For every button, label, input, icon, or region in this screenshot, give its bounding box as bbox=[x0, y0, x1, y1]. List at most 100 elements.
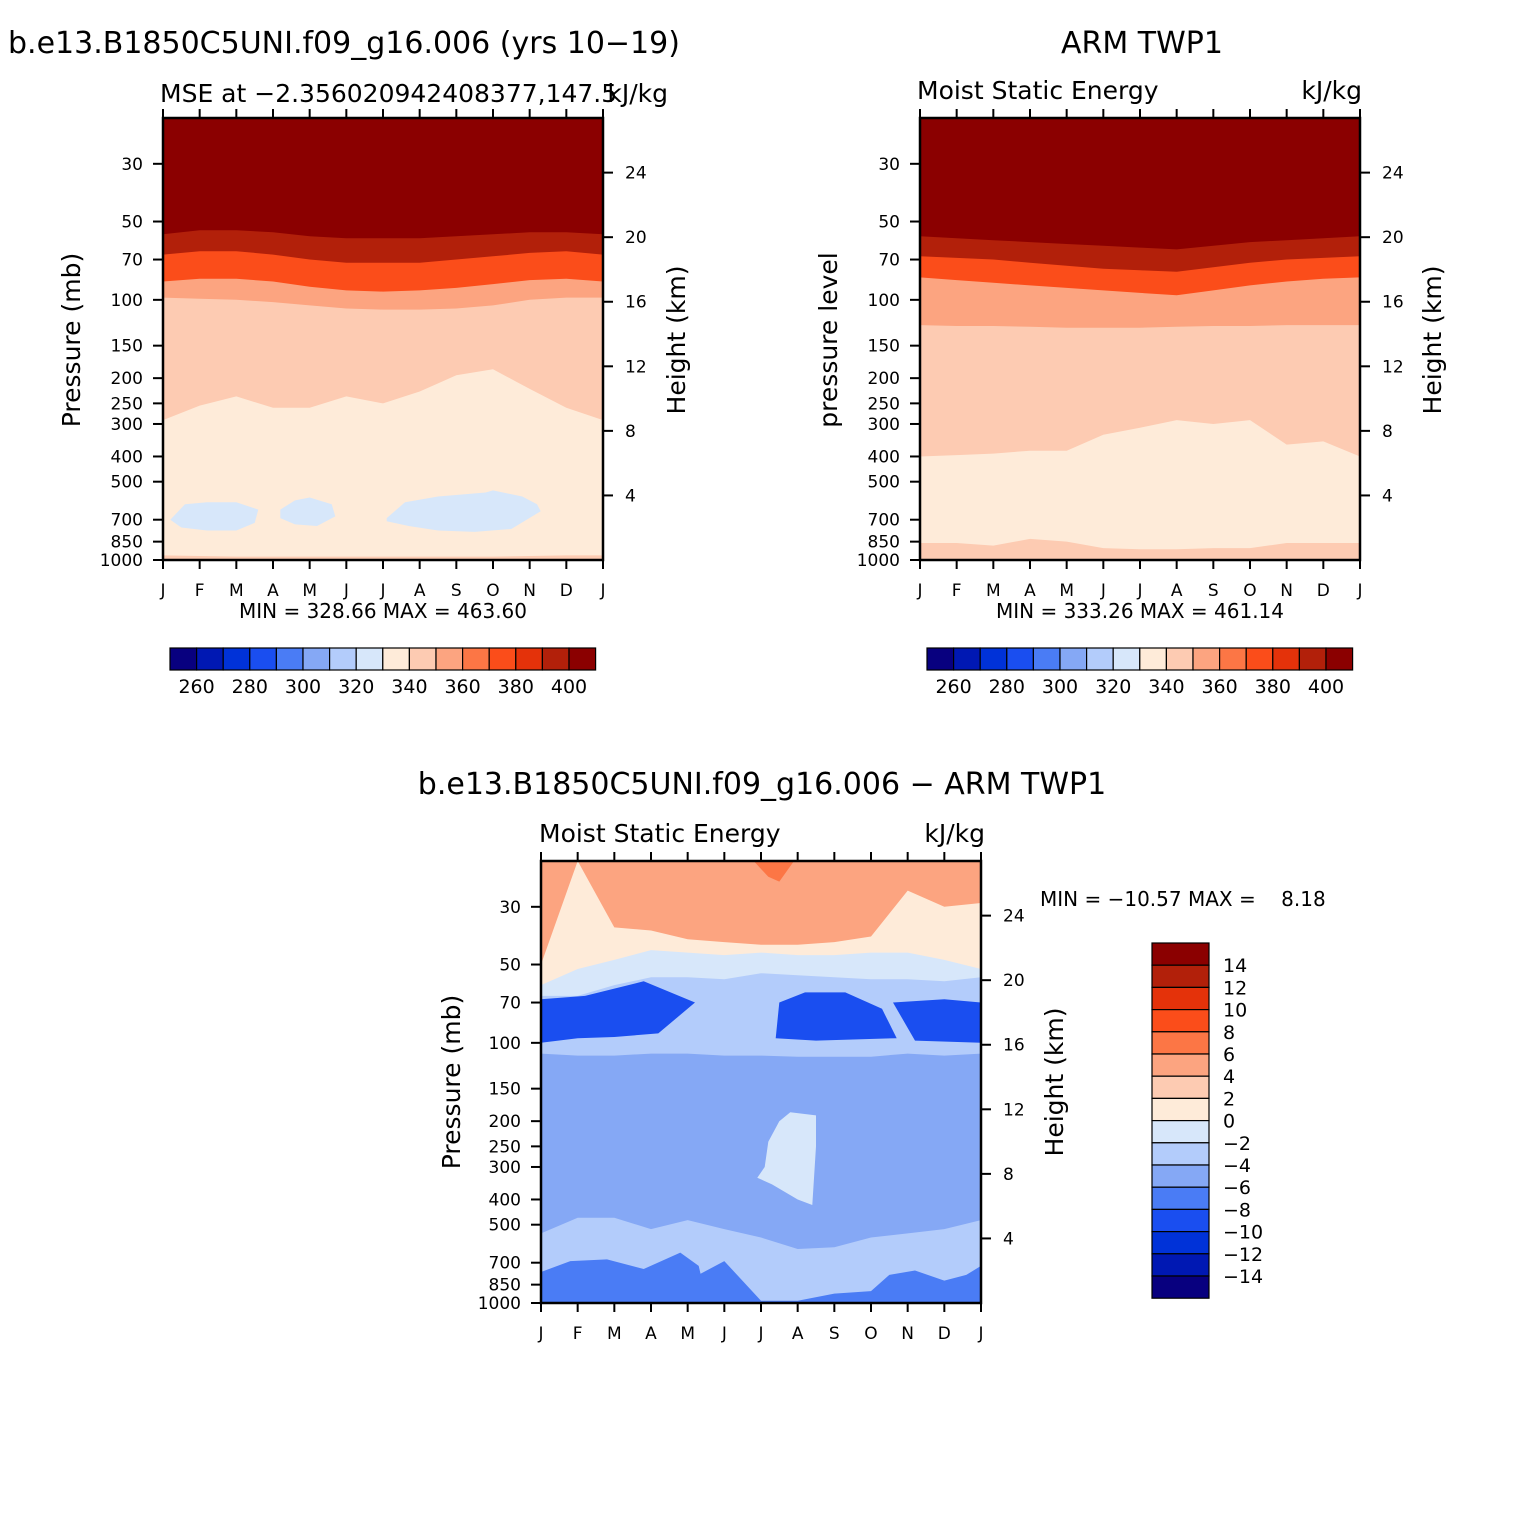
x-tick-label: J bbox=[1100, 581, 1106, 601]
y-tick-label: 850 bbox=[868, 533, 900, 553]
y-tick-label: 150 bbox=[489, 1080, 521, 1100]
contour-blob-320-3 bbox=[386, 490, 541, 532]
x-tick-label: M bbox=[229, 581, 244, 601]
x-tick-label: A bbox=[792, 1324, 804, 1344]
colorbar-label: 8 bbox=[1223, 1022, 1235, 1044]
colorbar-swatch bbox=[462, 647, 490, 671]
colorbar-label: 400 bbox=[551, 676, 587, 698]
colorbar-swatch bbox=[488, 647, 517, 671]
y-tick-label: 30 bbox=[878, 155, 900, 175]
y-tick-label: 70 bbox=[878, 251, 900, 271]
colorbar-swatch bbox=[1151, 1208, 1210, 1233]
colorbar-swatch bbox=[515, 647, 543, 671]
x-tick-label: D bbox=[938, 1324, 951, 1344]
y-tick-label: 30 bbox=[499, 898, 521, 918]
y-tick-label: 700 bbox=[111, 511, 143, 531]
y-tick-label: 50 bbox=[878, 213, 900, 233]
y2-tick-label: 24 bbox=[1003, 907, 1025, 927]
colorbar-label: 400 bbox=[1308, 676, 1344, 698]
colorbar-swatch bbox=[196, 647, 224, 671]
colorbar-swatch bbox=[1085, 647, 1114, 671]
y-tick-label: 250 bbox=[868, 394, 900, 414]
colorbar-swatch bbox=[1032, 647, 1061, 671]
y-tick-label: 150 bbox=[111, 337, 143, 357]
x-tick-label: J bbox=[721, 1324, 727, 1344]
y2-tick-label: 20 bbox=[1003, 971, 1025, 991]
y-tick-label: 200 bbox=[111, 369, 143, 389]
y-tick-label: 30 bbox=[121, 155, 143, 175]
y-tick-label: 70 bbox=[499, 994, 521, 1014]
y-tick-label: 400 bbox=[868, 447, 900, 467]
x-tick-label: J bbox=[379, 581, 385, 601]
colorbar-swatch bbox=[1151, 986, 1210, 1011]
panel-difference-minmax: MIN = −10.57 MAX = 8.18 bbox=[1040, 887, 1326, 911]
colorbar-label: 320 bbox=[1095, 676, 1131, 698]
x-tick-label: S bbox=[1208, 581, 1219, 601]
x-tick-label: J bbox=[757, 1324, 763, 1344]
y2-tick-label: 12 bbox=[1003, 1100, 1025, 1120]
colorbar-swatch bbox=[1151, 1008, 1210, 1033]
colorbar-label: 340 bbox=[1148, 676, 1184, 698]
colorbar-label: 0 bbox=[1223, 1111, 1235, 1133]
x-tick-label: J bbox=[343, 581, 349, 601]
colorbar-swatch bbox=[249, 647, 278, 671]
y-tick-label: 1000 bbox=[478, 1294, 521, 1314]
panel-observed-left-label: Moist Static Energy bbox=[917, 76, 1159, 105]
x-tick-label: M bbox=[680, 1324, 695, 1344]
x-tick-label: J bbox=[1356, 581, 1362, 601]
colorbar-label: 360 bbox=[444, 676, 480, 698]
colorbar-label: 2 bbox=[1223, 1088, 1235, 1110]
colorbar-label: 280 bbox=[989, 676, 1025, 698]
colorbar-swatch bbox=[541, 647, 570, 671]
colorbar-swatch bbox=[355, 647, 384, 671]
colorbar-swatch bbox=[1151, 1142, 1210, 1166]
colorbar-swatch bbox=[302, 647, 331, 671]
x-tick-label: J bbox=[599, 581, 605, 601]
colorbar-swatch bbox=[169, 647, 198, 671]
contour-blob-320-2 bbox=[280, 497, 336, 526]
x-tick-label: J bbox=[1136, 581, 1142, 601]
colorbar-swatch bbox=[408, 647, 437, 671]
y-tick-label: 100 bbox=[868, 291, 900, 311]
x-tick-label: J bbox=[159, 581, 165, 601]
colorbar-swatch bbox=[1006, 647, 1034, 671]
colorbar-swatch bbox=[1165, 647, 1194, 671]
panel-model-title: b.e13.B1850C5UNI.f09_g16.006 (yrs 10−19) bbox=[8, 26, 680, 61]
panel-difference-ylabel-right: Height (km) bbox=[1040, 1008, 1069, 1157]
colorbar-label: 6 bbox=[1223, 1044, 1235, 1066]
colorbar-swatch bbox=[435, 647, 464, 671]
colorbar-swatch bbox=[1059, 647, 1088, 671]
colorbar-swatch bbox=[1151, 1186, 1210, 1210]
contour-band-300 bbox=[920, 538, 1360, 560]
x-tick-label: J bbox=[537, 1324, 543, 1344]
colorbar-swatch bbox=[1272, 647, 1301, 671]
y-tick-label: 300 bbox=[489, 1158, 521, 1178]
x-tick-label: N bbox=[901, 1324, 914, 1344]
contour-core-3 bbox=[893, 999, 981, 1043]
colorbar-swatch bbox=[275, 647, 304, 671]
colorbar-swatch bbox=[568, 647, 597, 671]
y-tick-label: 700 bbox=[868, 511, 900, 531]
colorbar-swatch bbox=[952, 647, 981, 671]
y2-tick-label: 4 bbox=[625, 486, 636, 506]
panel-difference-ylabel: Pressure (mb) bbox=[437, 995, 466, 1169]
panel-difference-left-label: Moist Static Energy bbox=[539, 819, 781, 848]
colorbar-label: −14 bbox=[1223, 1266, 1263, 1288]
y-tick-label: 700 bbox=[489, 1254, 521, 1274]
colorbar-label: 380 bbox=[498, 676, 534, 698]
colorbar-swatch bbox=[1151, 1164, 1210, 1188]
colorbar-label: −6 bbox=[1223, 1177, 1251, 1199]
panel-model-left-label: MSE at −2.356020942408377,147.5 bbox=[160, 79, 617, 108]
x-tick-label: M bbox=[986, 581, 1001, 601]
panel-observed-right-label: kJ/kg bbox=[1301, 76, 1362, 105]
y2-tick-label: 4 bbox=[1003, 1229, 1014, 1249]
colorbar-label: 260 bbox=[178, 676, 214, 698]
y2-tick-label: 12 bbox=[625, 357, 647, 377]
colorbar-swatch bbox=[1151, 942, 1210, 966]
colorbar-label: 12 bbox=[1223, 977, 1247, 999]
contour-band-320 bbox=[920, 420, 1360, 560]
